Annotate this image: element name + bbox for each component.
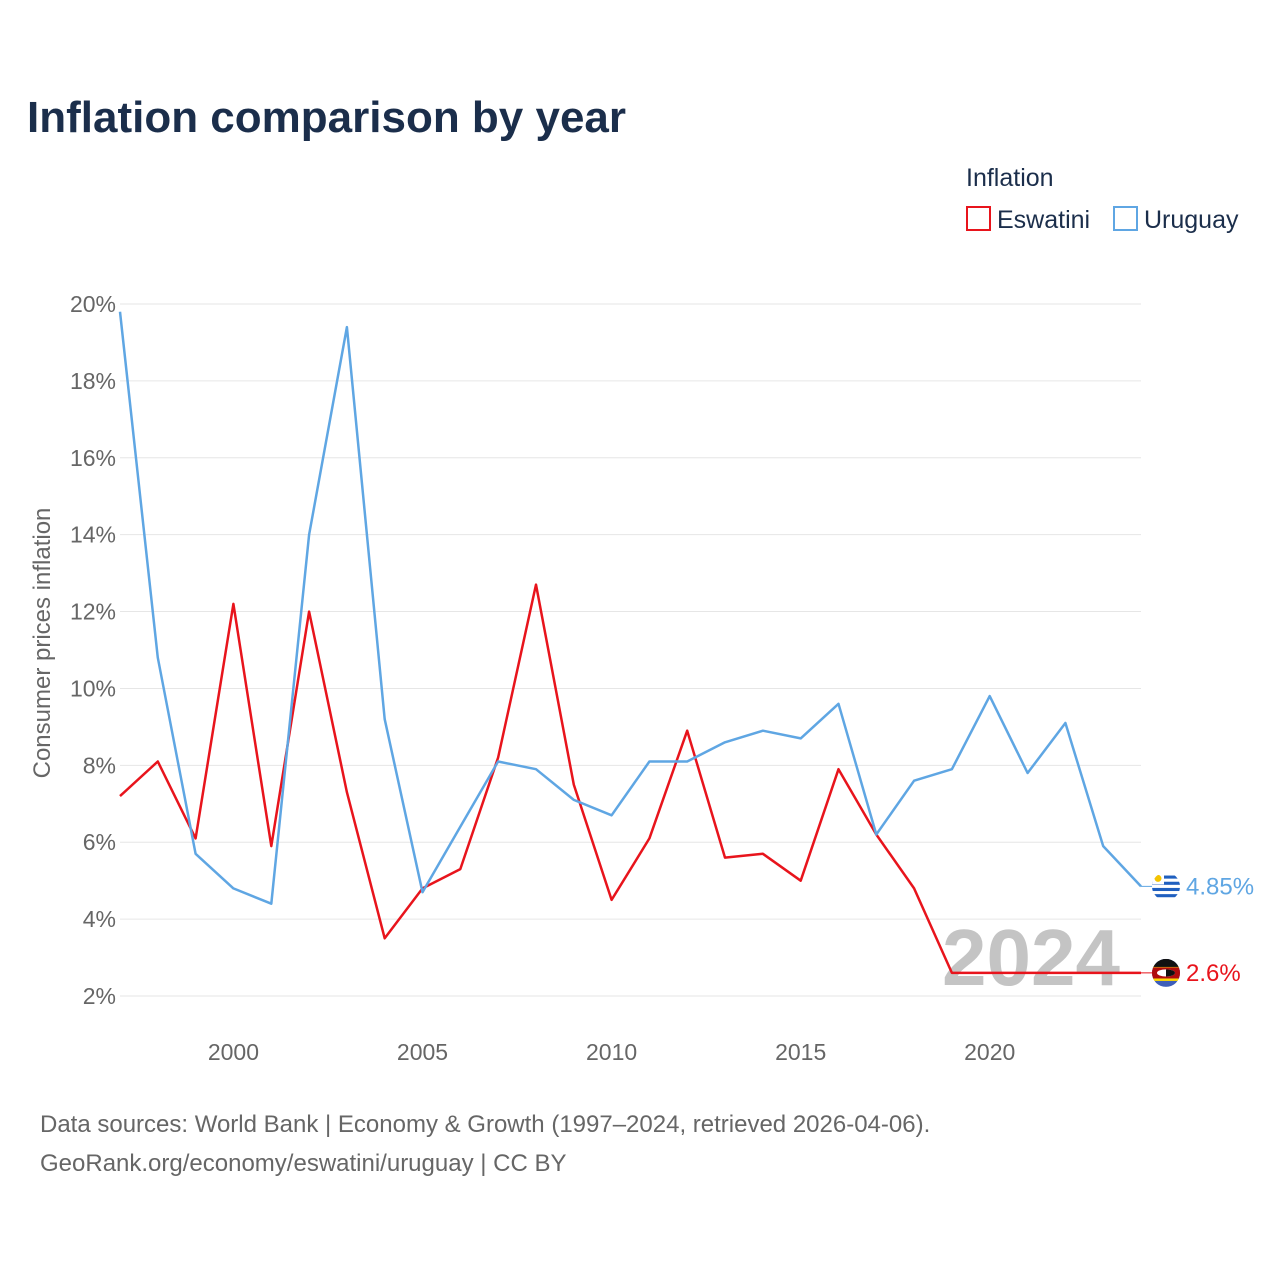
series-line-uruguay [118,311,1142,905]
y-tick-label: 10% [70,675,116,701]
y-tick-label: 8% [83,752,116,778]
y-tick-label: 14% [70,522,116,548]
y-tick-label: 18% [70,368,116,394]
legend-swatch-eswatini [966,206,991,231]
x-tick-label: 2000 [208,1039,259,1065]
y-tick-label: 2% [83,983,116,1009]
chart-title: Inflation comparison by year [27,93,626,142]
x-tick-label: 2005 [397,1039,448,1065]
y-tick-label: 20% [70,291,116,317]
y-axis-label: Consumer prices inflation [29,508,56,779]
end-label-eswatini: 2.6% [1186,960,1241,987]
y-tick-label: 12% [70,599,116,625]
series [118,311,1161,975]
y-tick-label: 4% [83,906,116,932]
footer-source: Data sources: World Bank | Economy & Gro… [40,1111,930,1138]
x-axis-ticks: 2000 2005 2010 2015 2020 [208,1039,1015,1065]
legend-item-uruguay[interactable]: Uruguay [1113,206,1239,234]
footer-link[interactable]: GeoRank.org/economy/eswatini/uruguay | C… [40,1150,567,1177]
series-line-eswatini [119,583,1141,975]
grid [120,303,1141,997]
legend-label-uruguay: Uruguay [1144,206,1239,234]
legend-swatch-uruguay [1113,206,1138,231]
x-tick-label: 2010 [586,1039,637,1065]
end-label-uruguay: 4.85% [1186,873,1254,900]
legend-label-eswatini: Eswatini [997,206,1090,234]
y-tick-label: 6% [83,829,116,855]
y-axis-ticks: 2% 4% 6% 8% 10% 12% 14% 16% 18% 20% [70,291,116,1009]
y-tick-label: 16% [70,445,116,471]
footer-link-text: GeoRank.org/economy/eswatini/uruguay | C… [40,1150,567,1177]
year-watermark: 2024 [942,913,1120,1002]
x-tick-label: 2015 [775,1039,826,1065]
legend-item-eswatini[interactable]: Eswatini [966,206,1090,234]
legend-title: Inflation [966,164,1054,192]
x-tick-label: 2020 [964,1039,1015,1065]
uruguay-flag-icon [1152,872,1180,901]
legend: Inflation Eswatini Uruguay [966,164,1239,234]
eswatini-flag-icon [1152,958,1180,987]
